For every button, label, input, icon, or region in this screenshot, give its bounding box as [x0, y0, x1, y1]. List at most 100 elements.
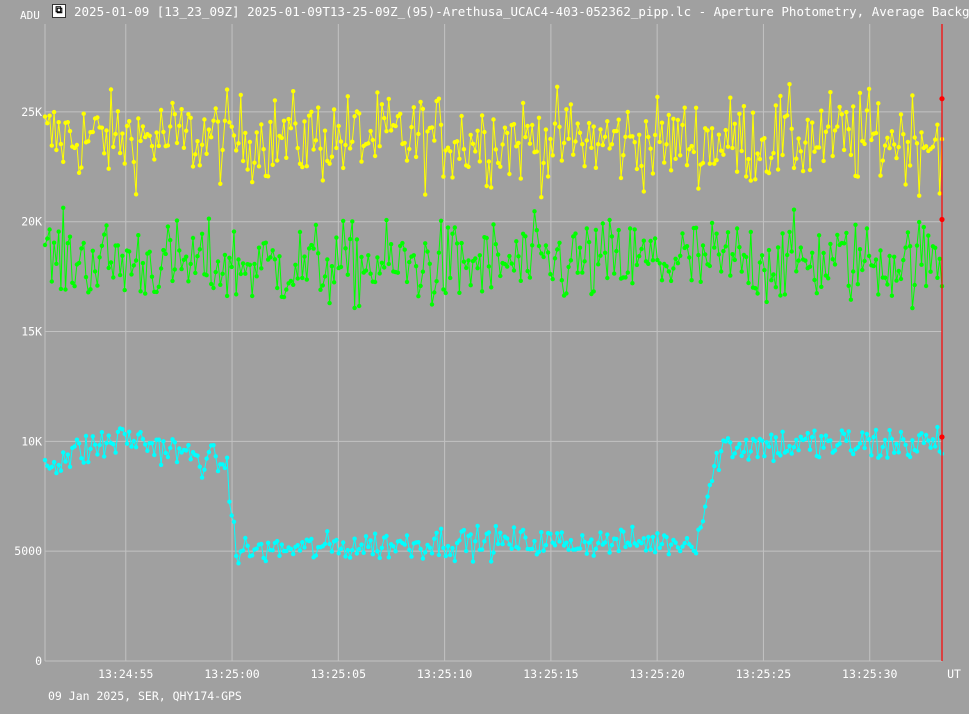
data-point	[120, 131, 125, 136]
data-point	[407, 146, 412, 152]
data-point	[753, 177, 758, 182]
data-point	[423, 192, 428, 197]
data-point	[72, 284, 77, 289]
data-point	[124, 123, 130, 129]
data-point	[730, 252, 735, 257]
cursor-marker[interactable]	[939, 216, 945, 223]
data-point	[115, 429, 121, 435]
data-point	[869, 137, 874, 143]
data-point	[306, 246, 312, 251]
cursor-marker[interactable]	[939, 96, 945, 102]
data-point	[514, 144, 519, 149]
data-point	[327, 161, 332, 166]
data-point	[607, 146, 612, 151]
data-point	[773, 103, 778, 108]
data-point	[359, 159, 364, 164]
y-tick-label: 20K	[21, 215, 42, 229]
data-point	[609, 142, 615, 147]
data-point	[466, 258, 471, 263]
data-point	[491, 117, 496, 122]
data-point	[668, 278, 674, 284]
data-point	[668, 168, 674, 173]
data-point	[224, 293, 230, 299]
data-point	[885, 135, 890, 140]
data-point	[97, 255, 102, 260]
data-point	[937, 191, 942, 196]
data-point	[598, 530, 603, 535]
x-tick-label: 13:25:20	[629, 667, 684, 681]
data-point	[88, 287, 93, 292]
data-point	[291, 551, 296, 557]
data-point	[140, 124, 146, 129]
data-point	[67, 234, 73, 239]
data-point	[231, 229, 237, 234]
title-bar[interactable]: ⧉ 2025-01-09 [13_23_09Z] 2025-01-09T13-2…	[0, 0, 969, 24]
data-point	[657, 139, 662, 145]
data-point	[869, 453, 874, 458]
data-point	[329, 264, 335, 269]
data-point	[744, 254, 749, 260]
data-point	[935, 122, 940, 127]
series-1	[42, 205, 945, 311]
data-point	[664, 264, 669, 269]
data-point	[864, 108, 870, 113]
photometry-app-icon[interactable]: ⧉	[52, 4, 66, 18]
data-point	[61, 205, 66, 210]
data-point	[935, 275, 940, 280]
data-point	[605, 275, 610, 281]
data-point	[42, 242, 48, 248]
data-point	[646, 134, 651, 140]
data-point	[145, 448, 150, 453]
data-point	[769, 432, 774, 437]
data-point	[67, 128, 73, 134]
data-point	[411, 105, 416, 110]
data-point	[921, 440, 926, 446]
data-point	[646, 534, 651, 540]
data-point	[441, 545, 446, 551]
data-point	[709, 478, 715, 484]
data-point	[177, 123, 182, 128]
cursor-marker[interactable]	[939, 434, 945, 440]
data-point	[229, 264, 234, 270]
data-point	[637, 254, 642, 259]
data-point	[445, 225, 451, 230]
data-point	[894, 278, 899, 283]
data-point	[882, 143, 888, 148]
data-point	[523, 535, 528, 540]
data-point	[778, 293, 783, 298]
data-point	[129, 136, 134, 142]
data-point	[154, 289, 159, 295]
data-point	[133, 445, 139, 450]
data-point	[846, 429, 851, 434]
data-point	[803, 436, 808, 442]
data-point	[616, 227, 621, 233]
data-point	[794, 269, 799, 274]
data-point	[270, 162, 275, 167]
data-point	[919, 262, 924, 267]
data-point	[882, 275, 888, 280]
data-point	[357, 111, 362, 116]
data-point	[72, 444, 77, 449]
data-point	[602, 250, 608, 255]
data-point	[680, 122, 685, 128]
data-point	[454, 241, 460, 246]
data-point	[828, 90, 833, 95]
data-point	[712, 161, 717, 166]
data-point	[739, 148, 744, 154]
data-point	[796, 258, 801, 263]
data-point	[304, 277, 309, 282]
data-point	[97, 442, 102, 448]
data-point	[739, 269, 744, 274]
data-point	[366, 141, 371, 146]
time-cursor[interactable]	[939, 24, 945, 661]
data-point	[905, 139, 911, 145]
data-point	[388, 128, 394, 133]
data-point	[247, 139, 253, 145]
data-point	[117, 272, 123, 278]
data-point	[416, 294, 421, 299]
data-point	[295, 276, 300, 281]
data-point	[197, 464, 202, 469]
data-point	[860, 430, 865, 435]
data-point	[209, 135, 214, 140]
